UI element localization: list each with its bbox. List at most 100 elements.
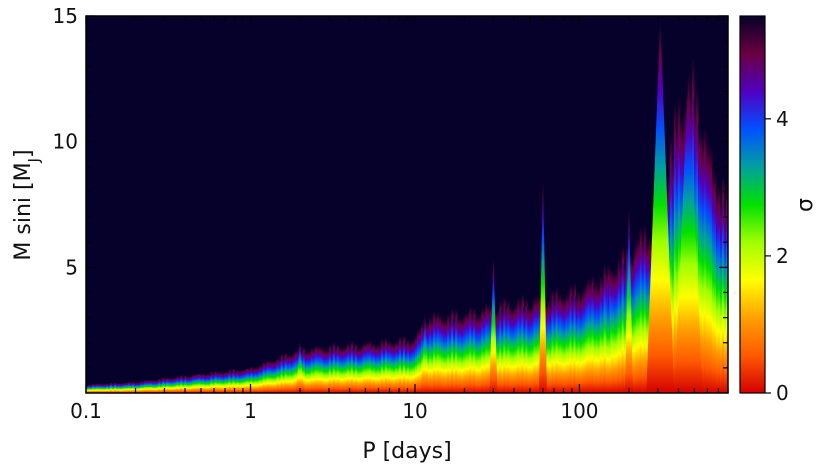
heatmap-column — [445, 320, 448, 393]
heatmap-column — [703, 126, 707, 393]
heatmap-column — [220, 372, 224, 393]
heatmap-column — [547, 299, 551, 393]
heatmap-column — [92, 383, 95, 393]
heatmap-column — [521, 294, 524, 393]
heatmap-column — [202, 373, 205, 393]
heatmap-column — [356, 347, 360, 393]
heatmap-column — [182, 377, 185, 393]
heatmap-column — [705, 140, 709, 393]
heatmap-column — [124, 382, 127, 393]
heatmap-column — [511, 308, 514, 393]
heatmap-column — [402, 335, 406, 393]
heatmap-column — [106, 383, 109, 393]
heatmap-column — [535, 297, 539, 393]
heatmap-peak — [420, 312, 429, 393]
heatmap-column — [294, 350, 298, 393]
heatmap-column — [621, 245, 625, 393]
heatmap-column — [154, 380, 157, 393]
heatmap-column — [623, 264, 627, 393]
heatmap-column — [407, 339, 410, 393]
heatmap-column — [386, 341, 390, 393]
heatmap-column — [132, 381, 135, 393]
heatmap-column — [433, 311, 436, 393]
heatmap-column — [88, 384, 91, 393]
heatmap-column — [232, 368, 236, 393]
heatmap-column — [394, 341, 398, 393]
heatmap-column — [669, 135, 673, 393]
heatmap-column — [701, 136, 705, 393]
heatmap-column — [242, 369, 246, 393]
heatmap-column — [589, 281, 593, 393]
heatmap-column — [262, 361, 266, 393]
heatmap-column — [110, 382, 113, 393]
heatmap-column — [451, 308, 454, 393]
heatmap-column — [525, 298, 528, 393]
heatmap-column — [531, 304, 534, 393]
heatmap-column — [645, 241, 649, 393]
heatmap-column — [603, 264, 607, 393]
heatmap-column — [244, 368, 248, 393]
y-tick-label: 5 — [65, 255, 78, 279]
heatmap-column — [212, 373, 215, 393]
x-tick-label: 1 — [244, 399, 257, 423]
heatmap-column — [140, 381, 143, 393]
heatmap-column — [417, 330, 420, 393]
heatmap-column — [443, 320, 446, 393]
heatmap-column — [485, 302, 488, 393]
heatmap-column — [501, 310, 504, 393]
x-tick-label: 100 — [560, 399, 598, 423]
heatmap-column — [246, 367, 250, 393]
y-axis-label: M sini [MJ] — [11, 149, 43, 260]
heatmap-column — [332, 342, 336, 393]
heatmap-column — [563, 299, 567, 393]
heatmap-column — [427, 322, 430, 393]
heatmap-column — [413, 339, 416, 393]
heatmap-column — [160, 379, 163, 393]
heatmap-column — [719, 199, 723, 393]
heatmap-column — [166, 377, 169, 393]
heatmap-column — [489, 305, 492, 393]
heatmap-column — [579, 296, 583, 393]
heatmap-column — [258, 365, 262, 393]
heatmap-column — [204, 374, 207, 393]
heatmap-column — [715, 189, 719, 393]
heatmap-column — [328, 344, 332, 393]
heatmap-column — [174, 377, 177, 393]
heatmap-column — [495, 311, 498, 393]
heatmap-column — [314, 345, 318, 393]
heatmap-column — [411, 341, 414, 393]
heatmap-column — [463, 315, 466, 393]
heatmap-column — [142, 381, 145, 393]
heatmap-column — [392, 344, 396, 393]
heatmap-column — [216, 372, 220, 393]
colorbar-tick-label: 2 — [776, 244, 789, 268]
heatmap-column — [471, 314, 474, 393]
heatmap-column — [601, 280, 605, 393]
heatmap-column — [575, 296, 579, 393]
heatmap-column — [230, 371, 234, 393]
heatmap-column — [158, 378, 161, 393]
heatmap-column — [240, 370, 244, 393]
heatmap-column — [569, 284, 573, 393]
heatmap-column — [348, 346, 352, 393]
heatmap-column — [577, 290, 581, 393]
heatmap-column — [260, 365, 264, 393]
heatmap-column — [527, 307, 530, 393]
heatmap-column — [94, 384, 97, 393]
heatmap-column — [431, 320, 434, 393]
heatmap-column — [537, 294, 541, 393]
heatmap-column — [238, 371, 242, 393]
heatmap-column — [366, 341, 370, 393]
heatmap-column — [186, 376, 189, 393]
heatmap-column — [673, 103, 677, 393]
heatmap-column — [226, 371, 230, 393]
heatmap-column — [200, 374, 203, 393]
heatmap-column — [346, 343, 350, 393]
heatmap-column — [507, 300, 510, 393]
heatmap-column — [146, 380, 149, 393]
heatmap-column — [398, 336, 402, 393]
heatmap-column — [156, 380, 159, 393]
heatmap-column — [382, 343, 386, 393]
heatmap-column — [517, 297, 520, 393]
heatmap-column — [368, 341, 372, 393]
